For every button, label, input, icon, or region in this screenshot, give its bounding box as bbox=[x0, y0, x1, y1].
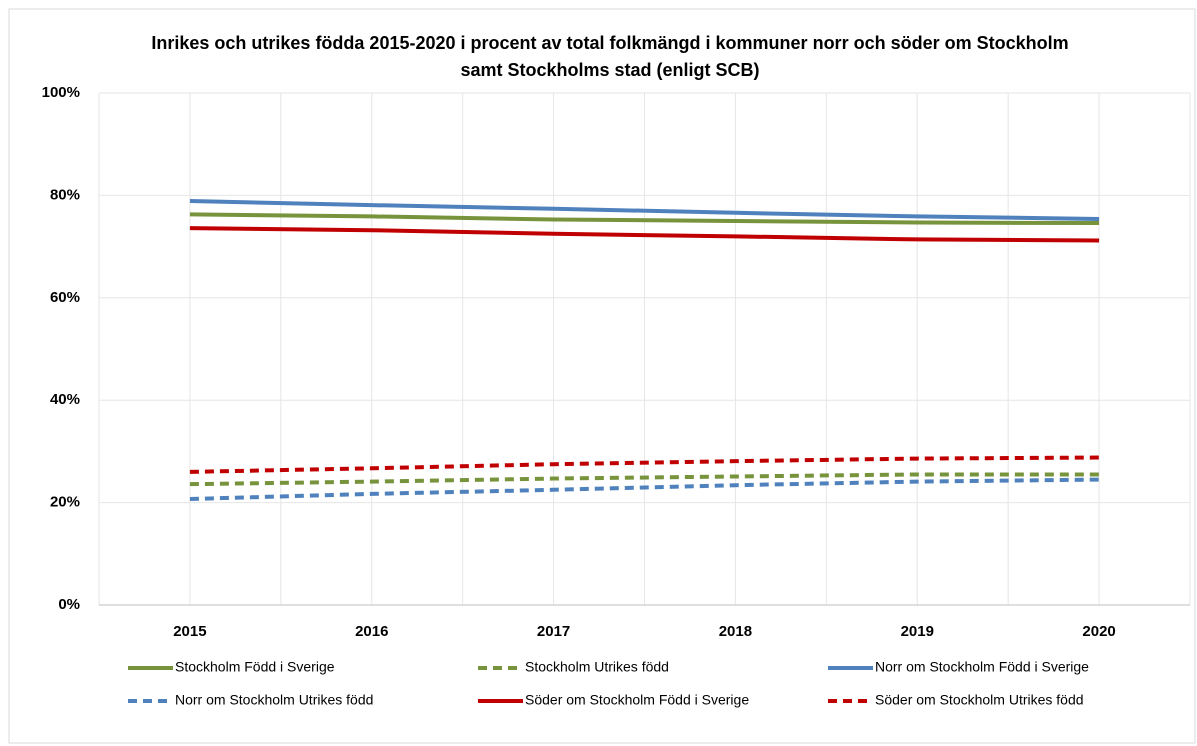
legend-label: Norr om Stockholm Född i Sverige bbox=[875, 659, 1089, 675]
legend-label: Söder om Stockholm Utrikes född bbox=[875, 692, 1084, 708]
series-line bbox=[189, 199, 1100, 221]
y-tick-label: 40% bbox=[50, 391, 80, 408]
y-tick-label: 0% bbox=[58, 596, 80, 613]
legend-label: Stockholm Utrikes född bbox=[525, 659, 669, 675]
chart-border bbox=[8, 8, 1196, 744]
y-tick-label: 20% bbox=[50, 494, 80, 511]
series-line bbox=[189, 212, 1100, 226]
series-line bbox=[189, 477, 1100, 502]
series-line bbox=[189, 455, 1100, 474]
legend-label: Norr om Stockholm Utrikes född bbox=[175, 692, 373, 708]
legend-label: Stockholm Född i Sverige bbox=[175, 659, 335, 675]
series-line bbox=[189, 472, 1100, 487]
x-tick-label: 2019 bbox=[901, 623, 934, 640]
y-tick-label: 100% bbox=[42, 84, 80, 101]
x-tick-label: 2015 bbox=[173, 623, 206, 640]
y-tick-label: 80% bbox=[50, 186, 80, 203]
y-tick-label: 60% bbox=[50, 289, 80, 306]
series-line bbox=[189, 226, 1100, 243]
legend-label: Söder om Stockholm Född i Sverige bbox=[525, 692, 749, 708]
x-tick-label: 2018 bbox=[719, 623, 752, 640]
x-tick-label: 2017 bbox=[537, 623, 570, 640]
x-tick-label: 2020 bbox=[1082, 623, 1115, 640]
chart-title: Inrikes och utrikes födda 2015-2020 i pr… bbox=[151, 33, 1069, 80]
x-tick-label: 2016 bbox=[355, 623, 388, 640]
